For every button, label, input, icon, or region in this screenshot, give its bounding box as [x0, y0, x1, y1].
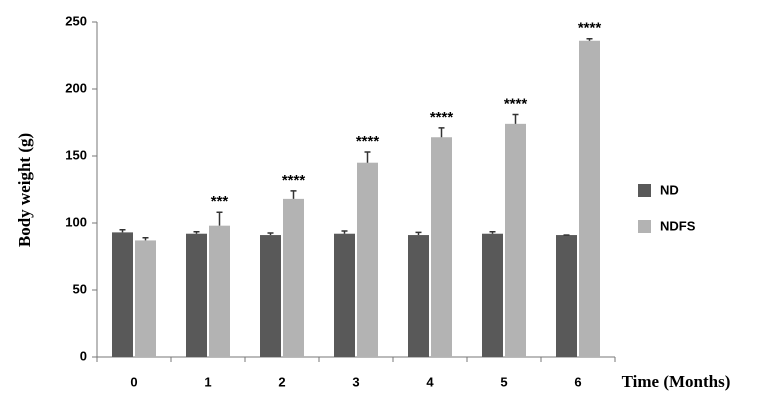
- error-bar: [290, 190, 297, 199]
- bar: [505, 123, 526, 357]
- legend-label: NDFS: [660, 218, 696, 233]
- error-bar: [193, 230, 200, 234]
- significance-label: ****: [356, 133, 380, 150]
- y-tick-label: 50: [73, 281, 87, 296]
- legend-label: ND: [660, 182, 679, 197]
- significance-label: ****: [430, 109, 454, 126]
- x-tick-label: 2: [278, 374, 285, 389]
- bar: [334, 233, 355, 357]
- bar: [209, 225, 230, 357]
- error-bar: [142, 236, 149, 241]
- bar: [357, 162, 378, 357]
- error-bar: [119, 228, 126, 233]
- x-tick-label: 5: [500, 374, 507, 389]
- legend-swatch: [638, 220, 651, 233]
- bar: [112, 232, 133, 357]
- x-tick-label: 4: [426, 374, 434, 389]
- y-axis-label: Body weight (g): [15, 133, 34, 247]
- y-tick-label: 150: [65, 147, 87, 162]
- x-tick-label: 3: [352, 374, 359, 389]
- error-bar: [267, 232, 274, 236]
- x-tick-label: 6: [574, 374, 581, 389]
- error-bar: [415, 231, 422, 236]
- y-tick-label: 200: [65, 80, 87, 95]
- significance-label: ***: [211, 193, 229, 210]
- bar: [283, 198, 304, 357]
- error-bar: [586, 38, 593, 41]
- error-bar: [489, 230, 496, 234]
- y-tick-label: 0: [80, 348, 87, 363]
- error-bar: [364, 151, 371, 163]
- error-bar: [512, 113, 519, 124]
- bar: [135, 240, 156, 357]
- significance-label: ****: [578, 20, 602, 37]
- x-tick-label: 0: [130, 374, 137, 389]
- bar: [431, 137, 452, 357]
- significance-label: ****: [282, 172, 306, 189]
- error-bar: [438, 127, 445, 138]
- x-axis-label: Time (Months): [622, 372, 731, 391]
- bar: [556, 235, 577, 357]
- significance-label: ****: [504, 95, 528, 112]
- bar: [186, 233, 207, 357]
- y-tick-label: 100: [65, 214, 87, 229]
- bar: [408, 235, 429, 357]
- legend-swatch: [638, 184, 651, 197]
- error-bar: [216, 211, 223, 226]
- bar: [482, 233, 503, 357]
- y-tick-label: 250: [65, 13, 87, 28]
- error-bar: [341, 230, 348, 234]
- bar: [260, 235, 281, 357]
- bar: [579, 40, 600, 357]
- x-tick-label: 1: [204, 374, 211, 389]
